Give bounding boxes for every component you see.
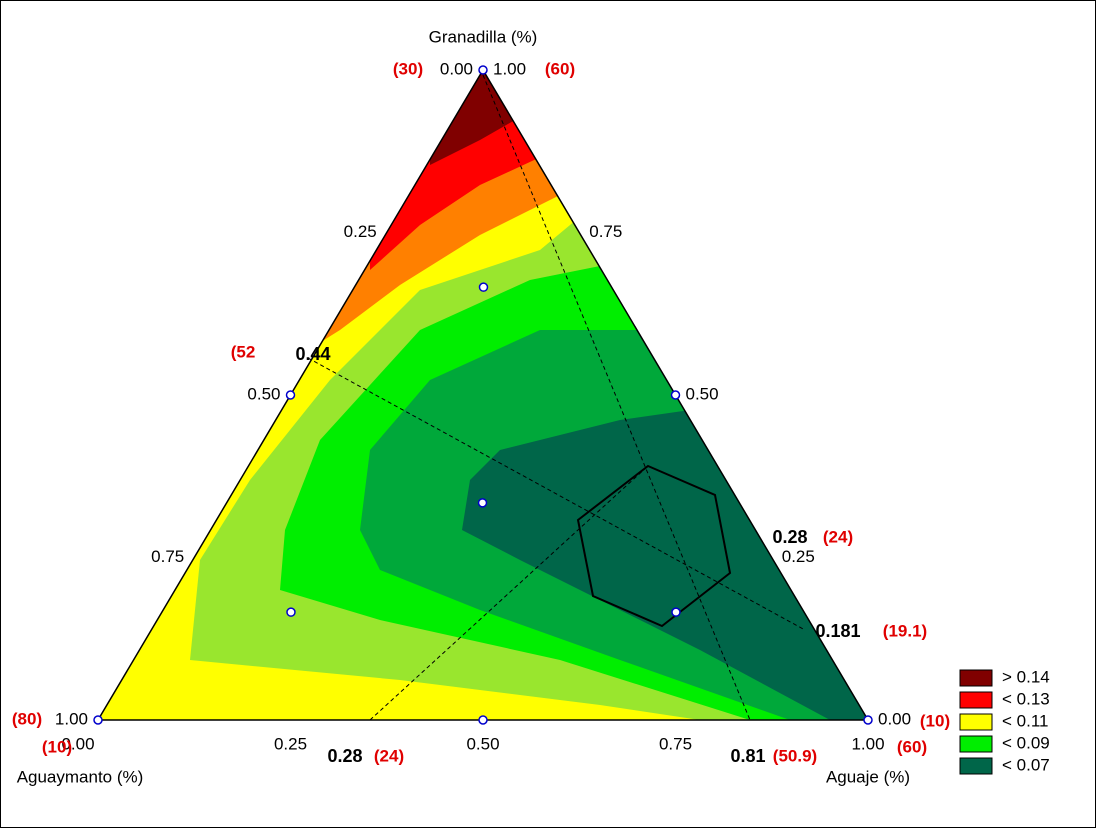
- guide-line: [482, 74, 751, 721]
- design-point: [478, 282, 489, 292]
- tick-label: 0.25: [344, 222, 377, 241]
- legend-swatch: [959, 757, 993, 775]
- annotation: (10): [42, 737, 72, 756]
- tick-label: 1.00: [851, 734, 884, 753]
- legend-label: < 0.07: [1002, 755, 1050, 774]
- legend-swatch: [959, 735, 993, 753]
- tick-label: 0.00: [61, 734, 94, 753]
- design-point: [93, 715, 103, 725]
- annotation: (60): [545, 59, 575, 78]
- annotation: (60): [897, 737, 927, 756]
- tick-label: 0.25: [274, 734, 307, 753]
- annotation: (52: [231, 342, 256, 361]
- optimum-region: [576, 464, 732, 628]
- annotation: 0.28: [772, 527, 807, 547]
- legend-swatch: [959, 713, 993, 731]
- guide-line: [307, 357, 806, 631]
- annotation: 0.81: [730, 746, 765, 766]
- annotation: (24): [374, 746, 404, 765]
- legend-label: < 0.13: [1002, 689, 1050, 708]
- annotation: (19.1): [883, 621, 927, 640]
- design-point: [478, 715, 488, 725]
- tick-label: 0.75: [659, 734, 692, 753]
- tick-label: 0.75: [589, 222, 622, 241]
- contours: [98, 70, 868, 720]
- legend-swatch: [959, 669, 993, 687]
- guide-lines: [307, 74, 806, 721]
- tick-label: 0.25: [782, 547, 815, 566]
- tick-label: 0.50: [466, 734, 499, 753]
- design-point: [478, 65, 488, 75]
- annotation: (10): [920, 711, 950, 730]
- annotation: 0.28: [327, 746, 362, 766]
- axis-title: Granadilla (%): [429, 27, 538, 46]
- design-point: [286, 607, 296, 617]
- legend-label: > 0.14: [1002, 667, 1050, 686]
- design-point: [670, 390, 681, 400]
- tick-label: 0.00: [440, 59, 473, 78]
- annotation: 0.44: [295, 344, 330, 364]
- legend-swatch: [959, 691, 993, 709]
- design-point: [671, 607, 681, 617]
- legend-label: < 0.11: [1002, 711, 1048, 730]
- tick-label: 0.00: [878, 709, 911, 728]
- annotation: (50.9): [773, 746, 817, 765]
- tick-label: 1.00: [55, 709, 88, 728]
- design-point: [285, 390, 296, 400]
- annotation: (24): [823, 527, 853, 546]
- tick-label: 0.50: [247, 384, 280, 403]
- design-point: [477, 498, 488, 508]
- annotation: (30): [393, 59, 423, 78]
- axis-title: Aguaymanto (%): [17, 767, 144, 786]
- legend-label: < 0.09: [1002, 733, 1050, 752]
- tick-label: 0.75: [151, 547, 184, 566]
- tick-label: 0.50: [686, 384, 719, 403]
- axis-title: Aguaje (%): [826, 767, 910, 786]
- tick-label: 1.00: [493, 59, 526, 78]
- annotation: 0.181: [815, 621, 860, 641]
- annotation: (80): [12, 709, 42, 728]
- design-point: [863, 715, 873, 725]
